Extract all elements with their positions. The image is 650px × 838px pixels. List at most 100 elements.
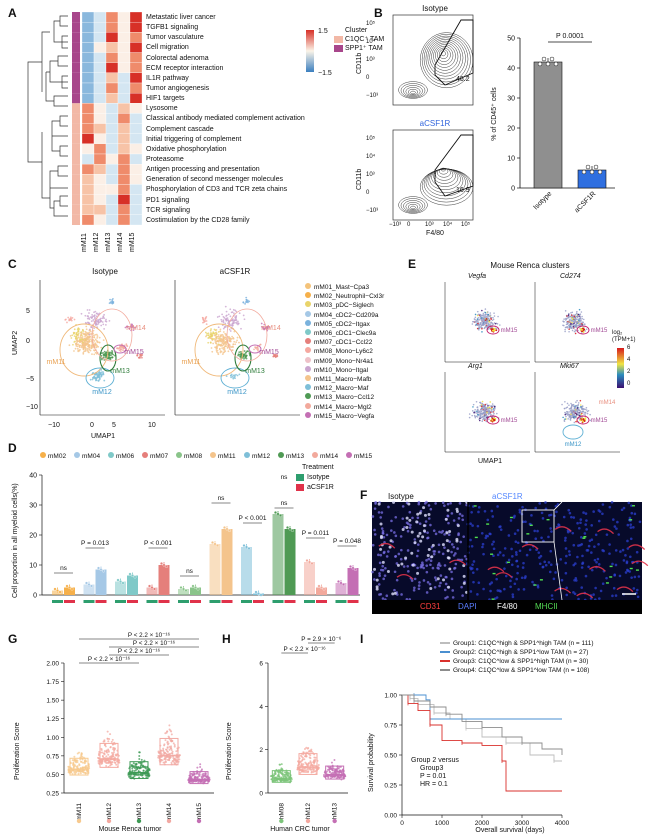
cluster-outline-mm11	[59, 323, 109, 377]
panel-f-letter: F	[360, 488, 368, 502]
dapi-nucleus	[482, 587, 485, 591]
dapi-nucleus	[480, 531, 484, 535]
dapi-nucleus	[554, 504, 558, 508]
flow-ytick: 10³	[366, 172, 375, 178]
dapi-nucleus	[481, 545, 484, 549]
violin-point	[88, 767, 91, 770]
feature-label-mm15: mM15	[591, 418, 608, 424]
dapi-nucleus	[583, 532, 587, 535]
legend-dot	[305, 393, 311, 400]
heatmap-cell	[129, 153, 143, 165]
umap-point	[92, 334, 95, 337]
dapi-nucleus	[408, 510, 412, 514]
f480-signal	[411, 563, 415, 567]
umap-point	[207, 337, 210, 339]
umap-point	[102, 351, 105, 354]
umap-point	[88, 322, 90, 325]
cd31-vessel	[378, 542, 396, 549]
feature-point	[584, 408, 587, 411]
dapi-nucleus	[572, 516, 576, 519]
violin-point	[281, 768, 284, 771]
heatmap-cell	[105, 174, 119, 185]
legend-label: mM04_cDC2−Cd209a	[314, 311, 379, 319]
dapi-nucleus	[620, 508, 624, 512]
feature-point	[488, 410, 491, 412]
umap-point	[102, 323, 105, 326]
violin-point	[75, 770, 78, 773]
dapi-nucleus	[379, 553, 383, 557]
dapi-nucleus	[378, 572, 381, 575]
legend-dot	[108, 452, 114, 458]
legend-label: mM13_Macro−Ccl12	[314, 394, 375, 402]
legend-label: mM02_Neutrophil−Cxl3r	[314, 293, 385, 301]
panel-e-umap-vegfa: mM15	[444, 282, 530, 363]
umap-point	[259, 343, 262, 346]
umap-point	[214, 346, 216, 349]
umap-point	[225, 334, 227, 337]
replicate-point	[549, 56, 555, 62]
cluster-bar-cell	[72, 93, 80, 104]
umap-point	[222, 331, 225, 333]
feature-point	[581, 321, 583, 323]
dapi-nucleus	[491, 543, 494, 546]
dapi-nucleus	[490, 581, 494, 584]
dapi-nucleus	[395, 578, 399, 582]
category-dot	[332, 818, 337, 824]
umap-point	[228, 335, 230, 338]
dapi-nucleus	[444, 582, 448, 586]
umap-point	[219, 328, 222, 331]
dapi-nucleus	[496, 553, 500, 557]
legend-dot	[305, 338, 311, 345]
umap-point	[92, 377, 95, 380]
feature-point	[584, 414, 587, 416]
panel-h-ylabel: Proliferation Score	[226, 722, 233, 780]
umap-point	[81, 334, 83, 337]
f480-signal	[446, 556, 450, 560]
feature-point	[568, 324, 571, 327]
umap-point	[119, 350, 122, 353]
replicate-point	[179, 586, 183, 589]
dapi-nucleus	[436, 566, 439, 570]
ytick-label: 0.75	[46, 753, 59, 760]
dapi-nucleus	[437, 543, 441, 547]
umap-point	[230, 376, 233, 379]
umap-point	[93, 336, 96, 339]
feature-point	[567, 314, 570, 317]
violin-point	[109, 746, 112, 749]
dapi-nucleus	[408, 526, 412, 529]
feature-point	[482, 318, 485, 321]
feature-point	[488, 318, 491, 321]
umap-point	[79, 336, 82, 339]
feature-point	[575, 412, 577, 415]
umap-point	[71, 334, 74, 337]
umap-point	[235, 373, 237, 376]
umap-point	[75, 335, 77, 338]
umap-point	[80, 345, 83, 347]
dapi-nucleus	[456, 547, 459, 550]
replicate-point	[257, 592, 260, 595]
dapi-nucleus	[538, 562, 542, 566]
umap-point	[228, 328, 231, 331]
feature-hot-point	[491, 419, 494, 421]
treat-iso-swatch	[296, 474, 304, 481]
dapi-nucleus	[461, 594, 464, 597]
violin-point	[302, 769, 305, 772]
feature-point	[482, 405, 485, 407]
violin-point	[333, 759, 336, 762]
heatmap-cell	[81, 21, 95, 33]
dapi-nucleus	[443, 588, 447, 592]
dapi-nucleus	[403, 525, 406, 529]
dapi-nucleus	[379, 568, 383, 572]
violin-point	[166, 750, 169, 753]
feature-point	[482, 417, 485, 419]
f480-signal	[375, 578, 379, 582]
umap-point	[84, 330, 87, 333]
dapi-nucleus	[441, 501, 445, 505]
dapi-nucleus	[630, 576, 633, 579]
violin-point	[196, 772, 199, 775]
ytick-label: 6	[259, 661, 263, 668]
violin-point	[309, 760, 312, 763]
umap-point	[207, 341, 210, 344]
bar-ytick-label: 20	[507, 126, 515, 133]
dapi-nucleus	[377, 553, 380, 557]
